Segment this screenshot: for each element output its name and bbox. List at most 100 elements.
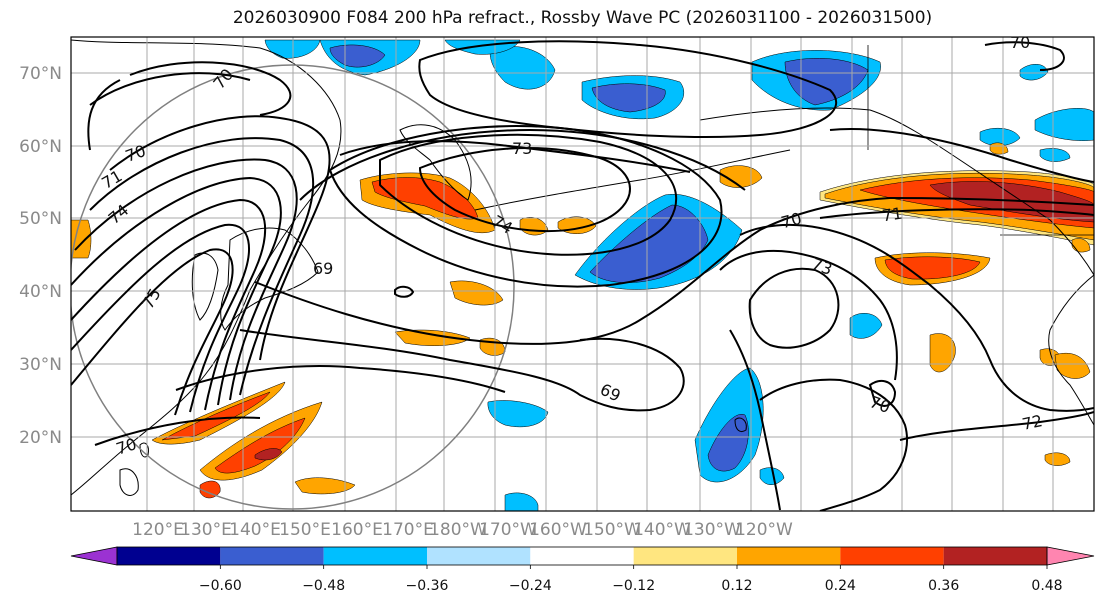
neg-field xyxy=(504,492,539,511)
neg-field xyxy=(1039,148,1071,162)
neg-field xyxy=(849,313,883,339)
colorbar-tick-label: 0.24 xyxy=(825,578,856,594)
contour-line xyxy=(71,248,234,416)
colorbar-segment xyxy=(633,547,737,565)
contour-line xyxy=(739,223,1094,412)
neg-field-core xyxy=(329,44,386,68)
contour-line xyxy=(71,198,267,411)
coastline-namerica-west xyxy=(1048,274,1094,426)
colorbar-segment xyxy=(220,547,324,565)
latitude-label: 60°N xyxy=(19,137,62,157)
neg-field xyxy=(1034,108,1094,141)
colorbar-extend-low xyxy=(70,546,118,566)
contour-line xyxy=(94,416,261,446)
longitude-label: 140°W xyxy=(633,520,691,540)
colorbar xyxy=(70,546,1095,566)
coastline-aleutians xyxy=(474,149,791,211)
colorbar-segment xyxy=(943,547,1047,565)
colorbar-segment xyxy=(323,547,427,565)
contour-label: 71 xyxy=(881,204,904,226)
longitude-label: 140°E xyxy=(229,520,281,540)
contour-line xyxy=(418,40,837,139)
colorbar-tick-label: −0.12 xyxy=(612,578,655,594)
longitude-label: 130°E xyxy=(180,520,232,540)
contour-line xyxy=(89,72,251,106)
latitude-labels: 70°N 60°N 50°N 40°N 30°N 20°N xyxy=(19,64,62,448)
colorbar-segment xyxy=(530,547,634,565)
pos-field xyxy=(1071,238,1091,253)
neg-field xyxy=(1019,64,1049,81)
colorbar-tick-label: 0.12 xyxy=(721,578,752,594)
contour-line xyxy=(819,208,1094,219)
pos-field xyxy=(884,256,981,280)
latitude-label: 40°N xyxy=(19,282,62,302)
longitude-label: 170°W xyxy=(479,520,537,540)
neg-field-core xyxy=(589,204,709,283)
pos-field xyxy=(929,333,956,373)
colorbar-extend-high xyxy=(1046,546,1095,566)
pos-field xyxy=(394,329,471,346)
neg-field-core xyxy=(784,58,869,106)
latitude-label: 20°N xyxy=(19,428,62,448)
longitude-label: 160°W xyxy=(529,520,587,540)
colorbar-tick-label: −0.60 xyxy=(199,578,242,594)
coastline-hawaii xyxy=(734,417,747,433)
coastline-philippines xyxy=(119,468,139,496)
contour-line xyxy=(748,267,840,349)
latitude-label: 30°N xyxy=(19,355,62,375)
contour-line xyxy=(719,249,898,381)
contour-line xyxy=(299,128,746,201)
contour-line xyxy=(729,329,781,511)
contour-label: 70 xyxy=(1010,33,1030,52)
latitude-label: 50°N xyxy=(19,209,62,229)
contour-line xyxy=(239,329,685,412)
neg-field xyxy=(487,400,549,428)
longitude-label: 150°E xyxy=(279,520,331,540)
longitude-label: 180°W xyxy=(429,520,487,540)
colorbar-frame xyxy=(116,546,1048,566)
contour-line xyxy=(379,133,678,256)
contour-line xyxy=(829,128,1094,183)
longitude-label: 150°W xyxy=(583,520,641,540)
latitude-label: 70°N xyxy=(19,64,62,84)
colorbar-ticks: −0.60 −0.48 −0.36 −0.24 −0.12 0.12 0.24 0.36 0.4… xyxy=(199,565,1063,594)
longitude-label: 160°E xyxy=(331,520,383,540)
pos-field xyxy=(214,417,306,474)
map-frame xyxy=(70,36,1095,512)
coastline-korea xyxy=(191,252,219,321)
neg-field-core xyxy=(707,413,749,472)
contour-line xyxy=(175,365,506,393)
contour-line xyxy=(984,41,1065,71)
pos-field xyxy=(254,448,283,461)
contour-label: 73 xyxy=(512,139,532,158)
contour-line xyxy=(394,285,415,298)
pos-field xyxy=(71,219,92,259)
pos-field xyxy=(1054,352,1091,379)
neg-field xyxy=(759,467,785,485)
colorbar-tick-label: 0.48 xyxy=(1031,578,1062,594)
colorbar-tick-label: 0.36 xyxy=(928,578,959,594)
longitude-label: 130°W xyxy=(683,520,741,540)
contour-line xyxy=(759,378,908,511)
range-circle xyxy=(71,64,515,510)
contour-line xyxy=(89,137,315,396)
contour-label: 69 xyxy=(313,259,333,278)
contours xyxy=(71,40,1094,511)
colorbar-segment xyxy=(427,547,531,565)
colorbar-segment xyxy=(117,547,221,565)
pos-field xyxy=(294,477,356,495)
longitude-label: 120°E xyxy=(132,520,184,540)
map-title: 2026030900 F084 200 hPa refract., Rossby… xyxy=(232,8,933,28)
contour-label: 70 xyxy=(779,209,804,233)
contour-line xyxy=(71,176,282,406)
contour-line xyxy=(129,61,292,116)
colorbar-segment xyxy=(737,547,841,565)
coastline-kamchatka xyxy=(399,124,472,201)
contour-line xyxy=(109,115,331,361)
colorbar-tick-label: −0.24 xyxy=(509,578,552,594)
longitude-label: 120°W xyxy=(735,520,793,540)
pos-field xyxy=(1044,452,1071,466)
colorbar-segment xyxy=(840,547,944,565)
